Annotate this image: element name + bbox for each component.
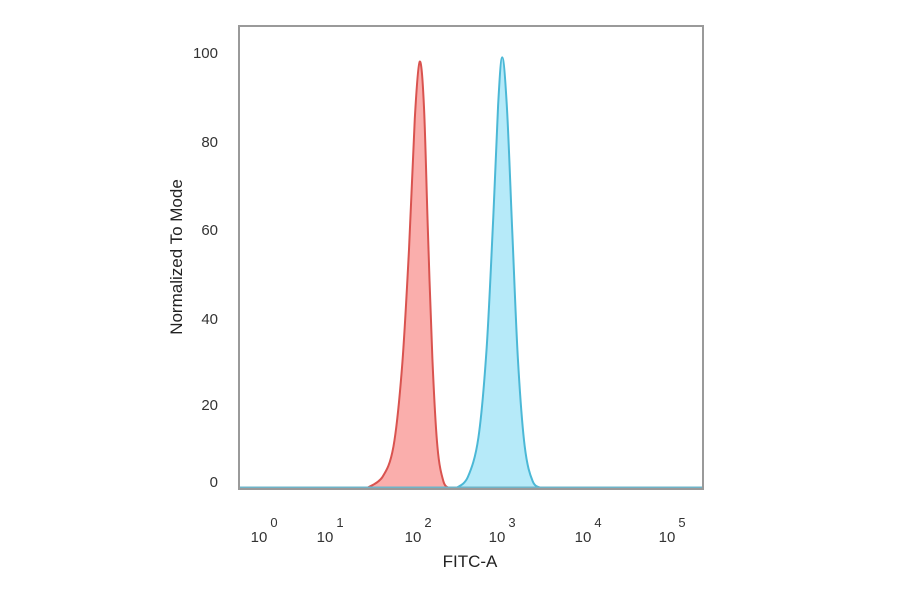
y-axis-ticks: 0 20 40 60 80 100 [193,45,218,491]
x-tick-label: 10 [575,529,592,546]
series-1-area [456,57,542,489]
y-tick-label: 40 [201,311,218,328]
y-tick-label: 100 [193,45,218,62]
x-tick-label: 10 [659,529,676,546]
x-tick-label: 10 [251,529,268,546]
y-tick-label: 60 [201,222,218,239]
x-tick-exponent: 2 [424,515,431,530]
y-tick-label: 80 [201,134,218,151]
x-tick-label: 10 [405,529,422,546]
series-1-line [455,56,543,489]
x-tick-exponent: 4 [594,515,601,530]
x-tick-label: 10 [489,529,506,546]
y-tick-label: 20 [201,397,218,414]
x-tick-exponent: 3 [508,515,515,530]
series-layer [366,56,543,489]
series-0-line [366,60,450,489]
x-tick-exponent: 5 [678,515,685,530]
y-tick-label: 0 [210,474,218,491]
x-tick-exponent: 1 [336,515,343,530]
x-tick-label: 10 [317,529,334,546]
x-tick-exponent: 0 [270,515,277,530]
x-axis-title: FITC-A [443,552,498,571]
plot-frame [238,25,704,490]
y-axis-title: Normalized To Mode [167,179,186,335]
